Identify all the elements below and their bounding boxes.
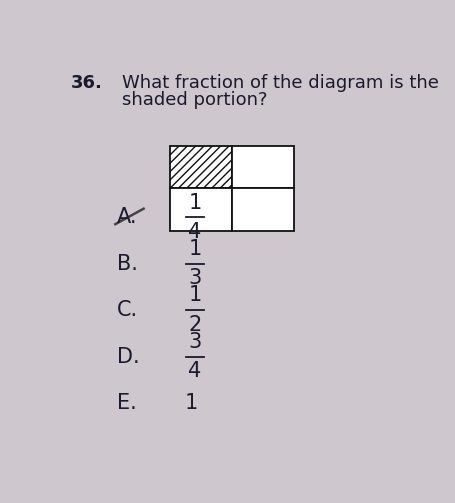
Text: 1: 1 [188,193,201,212]
Bar [232,188,293,231]
Bar [232,145,293,188]
Text: E.: E. [117,393,136,413]
Text: C.: C. [117,300,138,320]
Text: A.: A. [117,207,137,227]
Text: 4: 4 [188,361,201,381]
Text: 3: 3 [188,332,201,352]
Text: 1: 1 [184,393,197,413]
Text: 1: 1 [188,239,201,259]
Text: 36.: 36. [71,74,103,92]
Text: shaded portion?: shaded portion? [122,91,267,109]
Text: D.: D. [117,347,139,367]
Text: 1: 1 [188,286,201,305]
Text: B.: B. [117,254,138,274]
Text: 4: 4 [188,222,201,242]
Text: 2: 2 [188,315,201,335]
Text: 3: 3 [188,269,201,288]
Bar [170,145,232,188]
Text: What fraction of the diagram is the: What fraction of the diagram is the [122,74,438,92]
Bar [170,188,232,231]
